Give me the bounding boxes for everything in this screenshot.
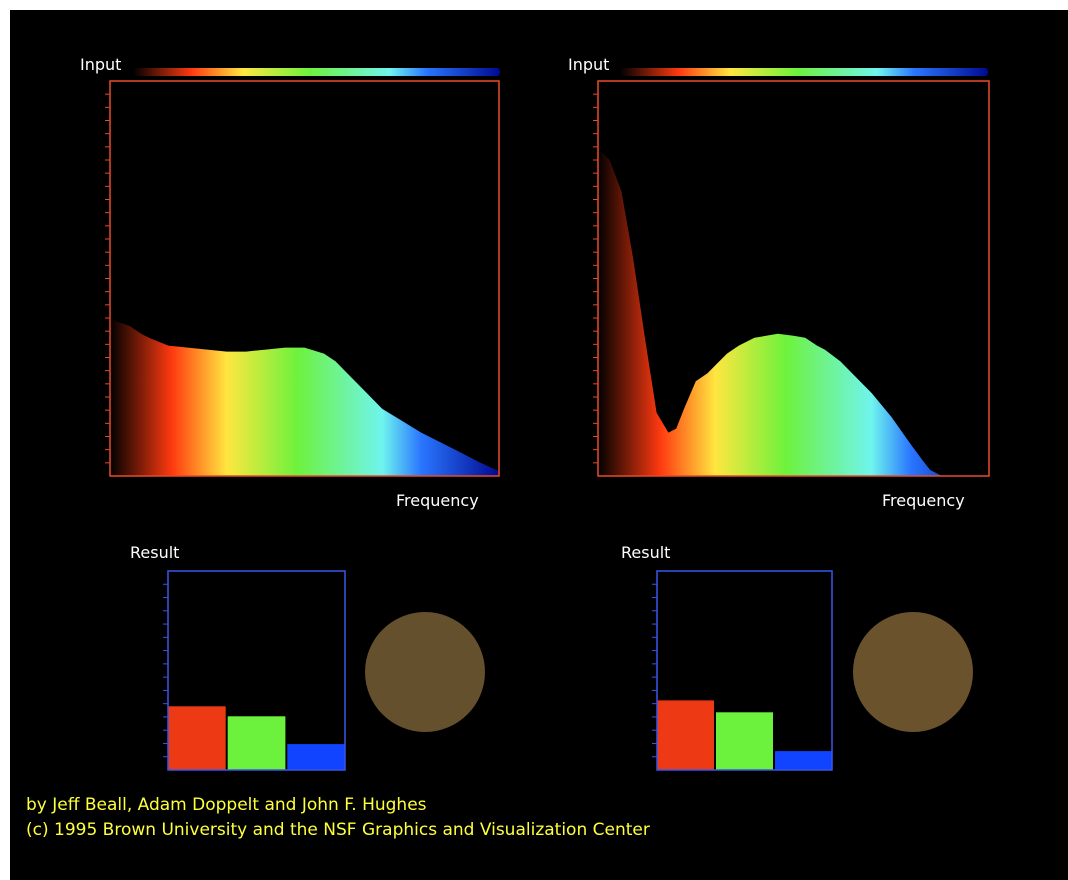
result-chart-title: Result [130, 543, 179, 562]
input-chart-title: Input [80, 55, 121, 74]
result-bar-red [168, 706, 226, 770]
result-chart-left: Result [130, 543, 485, 771]
input-x-axis-label: Frequency [882, 491, 965, 510]
result-y-ticks [652, 583, 657, 758]
result-chart-title: Result [621, 543, 670, 562]
input-y-ticks [105, 93, 110, 464]
result-bar-green [227, 716, 286, 770]
credit-copyright: (c) 1995 Brown University and the NSF Gr… [26, 820, 650, 840]
result-bars [657, 700, 832, 770]
spectrum-colorbar [133, 68, 500, 76]
spectrum-colorbar [620, 68, 988, 76]
result-bar-blue [287, 744, 345, 770]
input-spectrum-area[interactable] [110, 318, 499, 476]
input-chart-right: Input Frequency [568, 55, 990, 510]
input-chart-title: Input [568, 55, 609, 74]
input-x-axis-label: Frequency [396, 491, 479, 510]
result-color-swatch [365, 612, 485, 732]
result-chart-frame [656, 570, 833, 771]
result-chart-frame [167, 570, 346, 771]
input-y-ticks [593, 93, 598, 464]
result-color-swatch [853, 612, 973, 732]
applet-panel: Input Frequency Input Frequency Result [10, 10, 1068, 880]
result-bars [168, 706, 345, 770]
result-bar-red [657, 700, 714, 770]
credit-authors: by Jeff Beall, Adam Doppelt and John F. … [26, 795, 427, 815]
result-y-ticks [163, 583, 168, 758]
input-spectrum-area[interactable] [598, 148, 943, 476]
result-bar-green [716, 712, 773, 770]
result-bar-blue [775, 751, 832, 770]
color-perception-visualization: Input Frequency Input Frequency Result [80, 55, 990, 771]
result-chart-right: Result [621, 543, 973, 771]
input-chart-left: Input Frequency [80, 55, 500, 510]
